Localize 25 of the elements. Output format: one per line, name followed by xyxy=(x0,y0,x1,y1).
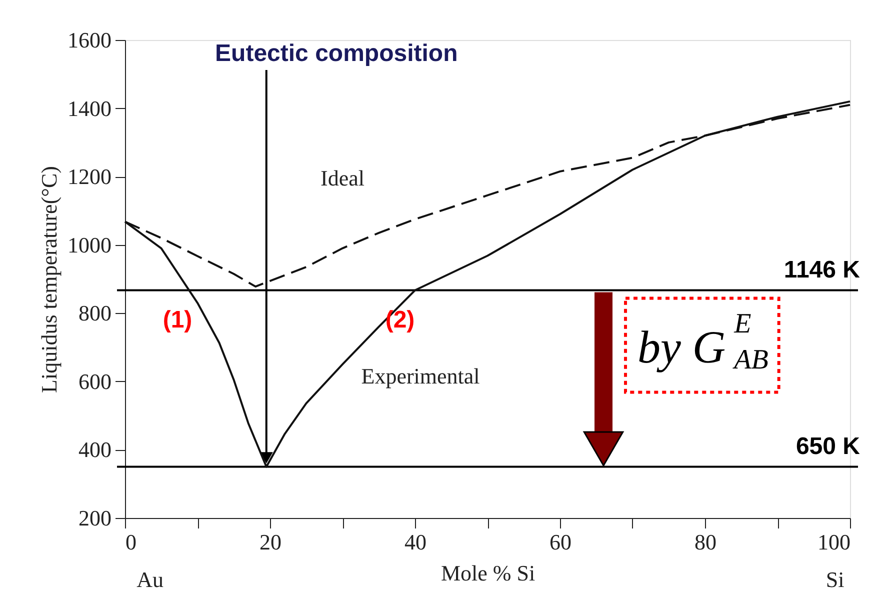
y-tick-label: 800 xyxy=(78,300,112,326)
x-tick-label: 0 xyxy=(126,530,136,554)
x-axis-title: Mole % Si xyxy=(440,560,536,586)
y-tick-label: 600 xyxy=(78,368,112,394)
ref-line-label: 650 K xyxy=(796,432,861,460)
text: Ideal xyxy=(320,165,364,190)
x-tick-label: 20 xyxy=(260,530,282,554)
y-tick-label: 400 xyxy=(78,437,112,462)
text: Si xyxy=(826,567,844,592)
ref-line-label: Eutectic composition xyxy=(215,40,458,67)
y-tick-label: 1200 xyxy=(68,164,112,190)
text: Au xyxy=(136,567,164,592)
y-tick-label: 1600 xyxy=(68,28,112,52)
y-tick-label: 200 xyxy=(78,506,112,530)
annotation: (1) xyxy=(162,306,192,334)
y-tick-label: 1000 xyxy=(68,232,112,258)
series-label: Experimental xyxy=(361,363,480,388)
x-tick-label: 40 xyxy=(404,530,426,554)
annotation: (2) xyxy=(385,306,415,334)
x-tick-label: 60 xyxy=(550,530,572,554)
ref-line-label: 1146 K xyxy=(784,256,861,284)
x-tick-label: 80 xyxy=(694,530,716,554)
y-tick-label: 1400 xyxy=(68,96,112,121)
y-axis-title: Liquidus temperature(°C) xyxy=(36,166,62,393)
x-tick-label: 100 xyxy=(818,530,850,554)
